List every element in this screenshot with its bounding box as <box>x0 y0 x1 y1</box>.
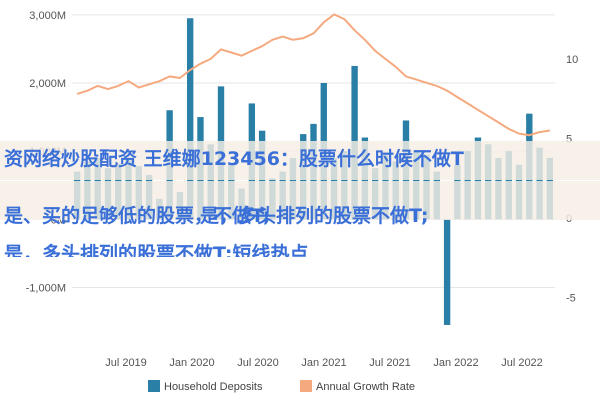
overlay-line-3: 是，多头排列的股票不做T; <box>200 205 429 227</box>
overlay-band-2 <box>0 181 600 220</box>
x-tick-label: Jul 2021 <box>369 357 411 369</box>
x-tick-label: Jul 2020 <box>237 357 279 369</box>
overlay-band-1 <box>0 141 600 180</box>
legend-swatch-growth <box>300 380 312 392</box>
right-tick-label: 10 <box>566 54 578 66</box>
overlay-line-4: 是，多头排列的股票不做T;短线热点 <box>4 243 309 257</box>
x-tick-label: Jan 2020 <box>169 357 214 369</box>
left-tick-label: -1,000M <box>26 282 66 294</box>
annual-growth-rate-line <box>76 13 551 137</box>
left-tick-label: 2,000M <box>29 78 66 90</box>
left-tick-label: 3,000M <box>29 10 66 22</box>
legend-swatch-deposits <box>148 380 160 392</box>
deposit-bar <box>443 219 451 325</box>
overlay-line-1: 资网络炒股配资 王维娜123456：股票什么时候不做T <box>4 148 464 170</box>
x-axis: Jul 2019 Jan 2020 Jul 2020 Jan 2021 Jul 2021… <box>105 357 543 369</box>
right-tick-label: -5 <box>566 292 576 304</box>
legend-label-growth: Annual Growth Rate <box>316 381 415 393</box>
legend-label-deposits: Household Deposits <box>164 381 263 393</box>
deposit-bar <box>186 18 194 220</box>
growth-rate-line <box>76 13 551 137</box>
overlay-line-2: 是、买的足够低的股票，不做T; <box>4 205 271 227</box>
x-tick-label: Jan 2022 <box>433 357 478 369</box>
x-tick-label: Jul 2019 <box>105 357 147 369</box>
watermark-overlay: 资网络炒股配资 王维娜123456：股票什么时候不做T 是、买的足够低的股票，不… <box>0 141 600 258</box>
right-tick-label: 5 <box>566 133 572 145</box>
x-tick-label: Jul 2022 <box>501 357 543 369</box>
x-tick-label: Jan 2021 <box>301 357 346 369</box>
legend: Household Deposits Annual Growth Rate <box>148 380 415 393</box>
